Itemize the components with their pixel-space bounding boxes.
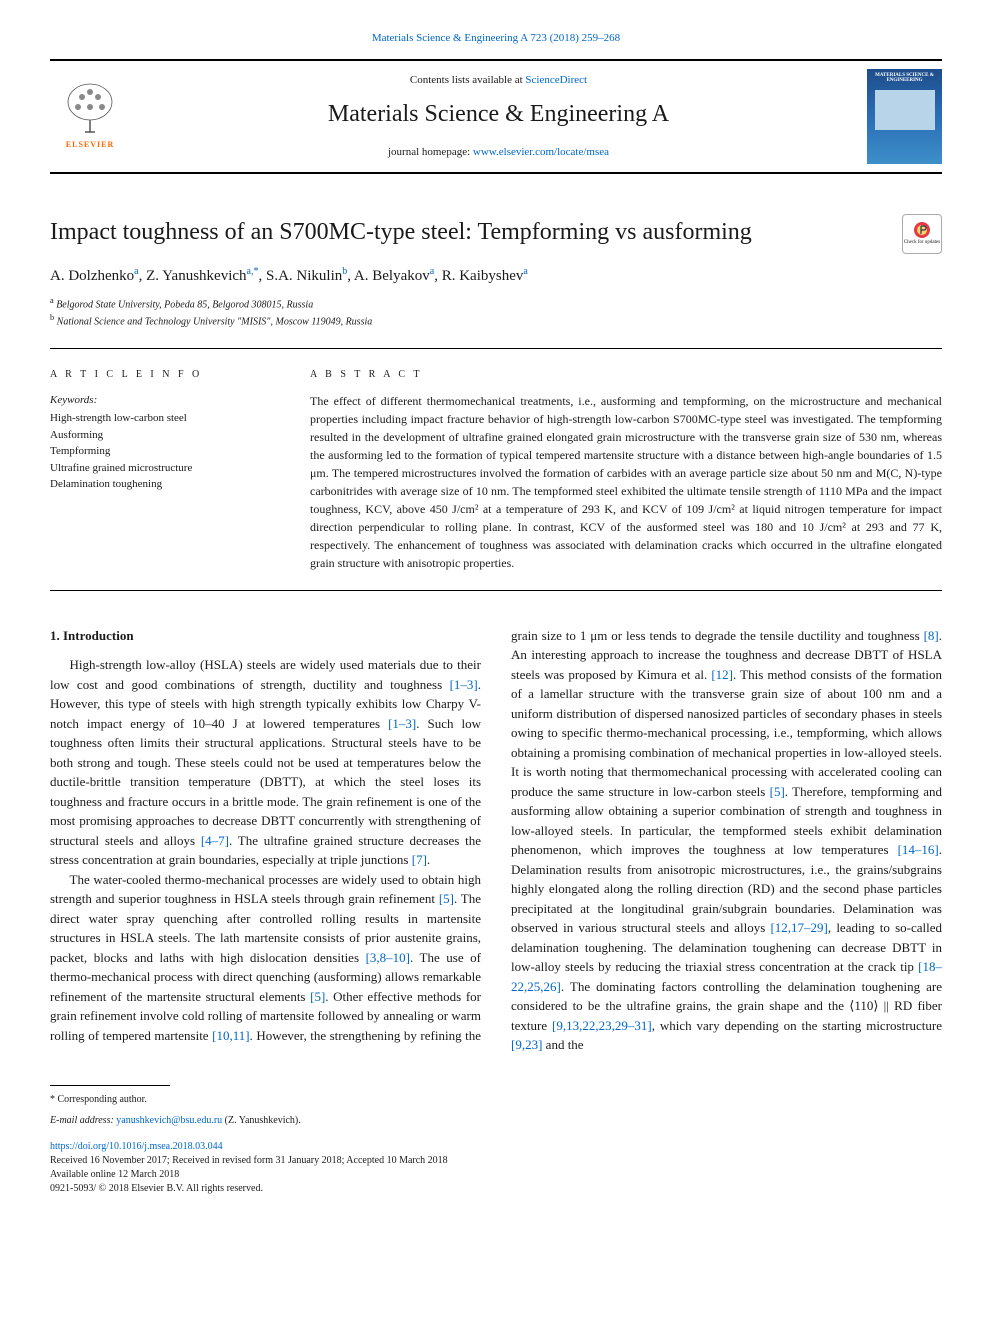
article-body: 1. Introduction High-strength low-alloy … [50, 626, 942, 1055]
contents-line: Contents lists available at ScienceDirec… [145, 72, 852, 89]
check-for-updates-badge[interactable]: Check for updates [902, 214, 942, 254]
header-center: Contents lists available at ScienceDirec… [145, 72, 852, 161]
affiliation: a Belgorod State University, Pobeda 85, … [50, 295, 942, 312]
info-abstract-row: A R T I C L E I N F O Keywords: High-str… [50, 367, 942, 572]
abstract-text: The effect of different thermomechanical… [310, 392, 942, 572]
keywords-label: Keywords: [50, 392, 270, 409]
homepage-line: journal homepage: www.elsevier.com/locat… [145, 144, 852, 161]
check-updates-label: Check for updates [904, 239, 940, 247]
cover-thumb-title: MATERIALS SCIENCE & ENGINEERING [871, 73, 938, 84]
keyword: Tempforming [50, 443, 270, 460]
title-row: Impact toughness of an S700MC-type steel… [50, 214, 942, 254]
section-heading-introduction: 1. Introduction [50, 626, 481, 646]
article-info-label: A R T I C L E I N F O [50, 367, 270, 382]
publication-metadata: https://doi.org/10.1016/j.msea.2018.03.0… [50, 1140, 942, 1196]
doi-link[interactable]: https://doi.org/10.1016/j.msea.2018.03.0… [50, 1141, 223, 1152]
journal-name: Materials Science & Engineering A [145, 96, 852, 132]
available-online: Available online 12 March 2018 [50, 1169, 179, 1180]
abstract-column: A B S T R A C T The effect of different … [310, 367, 942, 572]
journal-header: ELSEVIER Contents lists available at Sci… [50, 59, 942, 174]
journal-cover-thumbnail: MATERIALS SCIENCE & ENGINEERING [867, 69, 942, 164]
top-journal-link: Materials Science & Engineering A 723 (2… [50, 30, 942, 47]
keyword: Ultrafine grained microstructure [50, 460, 270, 477]
affiliation: b National Science and Technology Univer… [50, 312, 942, 329]
affiliations: a Belgorod State University, Pobeda 85, … [50, 295, 942, 330]
corresponding-author-note: * Corresponding author. [50, 1092, 942, 1107]
email-line: E-mail address: yanushkevich@bsu.edu.ru … [50, 1113, 942, 1128]
sciencedirect-link[interactable]: ScienceDirect [525, 74, 587, 86]
keyword: Delamination toughening [50, 476, 270, 493]
email-label: E-mail address: [50, 1115, 116, 1126]
homepage-url[interactable]: www.elsevier.com/locate/msea [473, 146, 609, 158]
contents-prefix: Contents lists available at [410, 74, 525, 86]
author-list: A. Dolzhenkoa, Z. Yanushkevicha,*, S.A. … [50, 264, 942, 288]
received-dates: Received 16 November 2017; Received in r… [50, 1155, 448, 1166]
keyword: Ausforming [50, 427, 270, 444]
body-paragraph: High-strength low-alloy (HSLA) steels ar… [50, 655, 481, 870]
email-suffix: (Z. Yanushkevich). [222, 1115, 301, 1126]
keyword: High-strength low-carbon steel [50, 410, 270, 427]
corresponding-email[interactable]: yanushkevich@bsu.edu.ru [116, 1115, 222, 1126]
elsevier-logo: ELSEVIER [50, 76, 130, 156]
divider [50, 590, 942, 591]
article-title: Impact toughness of an S700MC-type steel… [50, 214, 882, 250]
footnote-separator [50, 1085, 170, 1086]
homepage-prefix: journal homepage: [388, 146, 473, 158]
abstract-label: A B S T R A C T [310, 367, 942, 382]
elsevier-wordmark: ELSEVIER [66, 139, 114, 151]
article-info-column: A R T I C L E I N F O Keywords: High-str… [50, 367, 270, 572]
elsevier-tree-icon [60, 82, 120, 137]
keywords-list: High-strength low-carbon steelAusforming… [50, 410, 270, 493]
divider [50, 348, 942, 349]
crossmark-icon [913, 221, 931, 239]
copyright-line: 0921-5093/ © 2018 Elsevier B.V. All righ… [50, 1183, 263, 1194]
top-journal-link-anchor[interactable]: Materials Science & Engineering A 723 (2… [372, 32, 620, 44]
cover-thumb-image [875, 90, 935, 130]
